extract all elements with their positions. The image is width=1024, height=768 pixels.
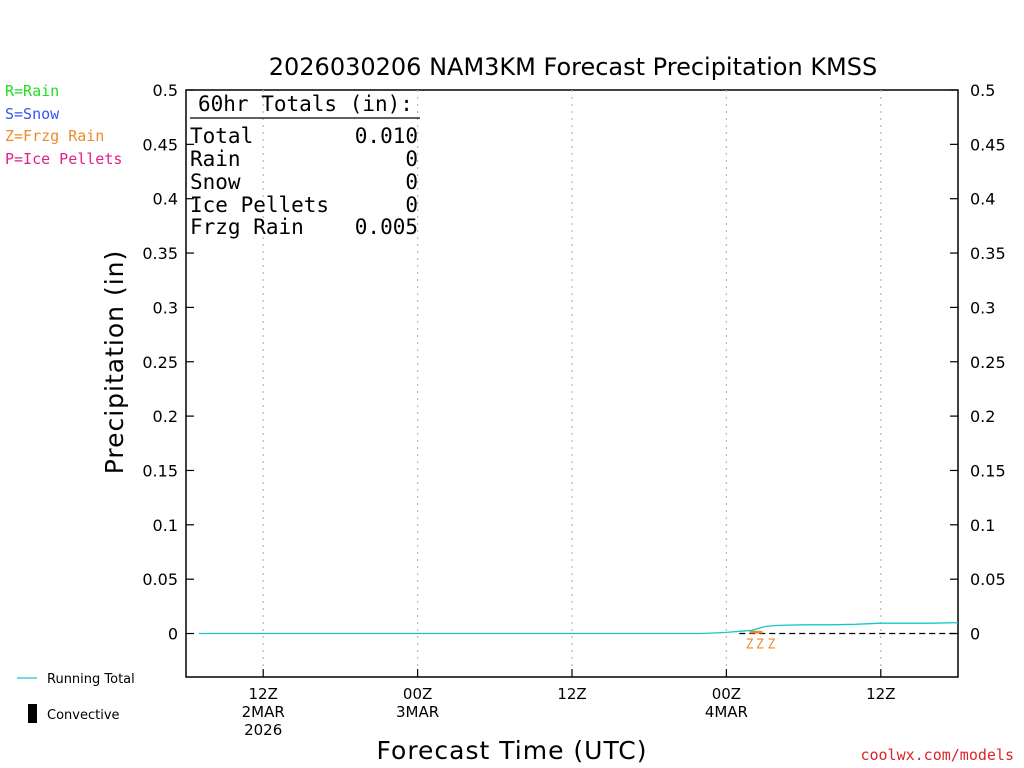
totals-label-ice-pellets: Ice Pellets (190, 193, 329, 217)
x-tick-label: 2026 (244, 721, 282, 739)
x-gridlines (262, 90, 882, 677)
x-tick-label: 12Z (866, 685, 895, 703)
y-tick-label-left: 0.05 (142, 570, 178, 589)
legend-ice-pellets: P=Ice Pellets (5, 150, 122, 168)
y-tick-label-right: 0.5 (970, 81, 995, 100)
x-tick-label: 2MAR (242, 703, 285, 721)
y-tick-label-right: 0.1 (970, 516, 995, 535)
x-tick-label: 12Z (249, 685, 278, 703)
totals-value-frzg-rain: 0.005 (355, 215, 418, 239)
site-credit: coolwx.com/models (860, 746, 1014, 764)
y-tick-label-right: 0.15 (970, 461, 1006, 480)
legend-snow: S=Snow (5, 105, 60, 123)
legend-frzg-rain: Z=Frzg Rain (5, 127, 104, 145)
chart-title: 2026030206 NAM3KM Forecast Precipitation… (269, 53, 877, 81)
precip-type-legend: R=Rain S=Snow Z=Frzg Rain P=Ice Pellets (5, 82, 122, 168)
precip-type-marker: Z (768, 638, 776, 653)
x-tick-label: 00Z (712, 685, 741, 703)
y-tick-label-right: 0.4 (970, 190, 995, 209)
y-tick-label-left: 0.3 (153, 298, 178, 317)
totals-value-rain: 0 (405, 147, 418, 171)
y-tick-label-left: 0.4 (153, 190, 178, 209)
x-tick-label: 00Z (403, 685, 432, 703)
x-axis-title: Forecast Time (UTC) (377, 736, 648, 765)
totals-value-total: 0.010 (355, 124, 418, 148)
precip-type-marker: Z (746, 638, 754, 653)
y-tick-label-right: 0.05 (970, 570, 1006, 589)
y-tick-label-right: 0.25 (970, 353, 1006, 372)
x-tick-label: 12Z (557, 685, 586, 703)
y-tick-label-left: 0.1 (153, 516, 178, 535)
totals-label-frzg-rain: Frzg Rain (190, 215, 304, 239)
y-tick-label-right: 0.35 (970, 244, 1006, 263)
y-tick-label-left: 0 (168, 625, 178, 644)
totals-label-total: Total (190, 124, 253, 148)
precip-bar (749, 630, 763, 634)
totals-box: 60hr Totals (in): Total 0.010 Rain 0 Sno… (190, 92, 420, 239)
precip-type-marker: Z (756, 638, 764, 653)
totals-heading: 60hr Totals (in): (198, 92, 413, 116)
totals-label-rain: Rain (190, 147, 241, 171)
y-axis-right: 0 0.05 0.1 0.15 0.2 0.25 0.3 0.35 0.4 0.45 0.5 (950, 81, 1006, 644)
y-tick-label-left: 0.5 (153, 81, 178, 100)
totals-value-snow: 0 (405, 170, 418, 194)
x-tick-label: 3MAR (396, 703, 439, 721)
y-tick-label-left: 0.35 (142, 244, 178, 263)
y-tick-label-left: 0.45 (142, 135, 178, 154)
totals-label-snow: Snow (190, 170, 241, 194)
running-total-line (198, 621, 959, 635)
convective-legend-swatch (28, 704, 37, 723)
y-tick-label-right: 0 (970, 625, 980, 644)
y-axis-title: Precipitation (in) (100, 250, 129, 475)
legend-rain: R=Rain (5, 82, 59, 100)
y-axis-left: 0 0.05 0.1 0.15 0.2 0.25 0.3 0.35 0.4 0.45 0.5 (142, 81, 194, 644)
y-tick-label-left: 0.25 (142, 353, 178, 372)
y-tick-label-right: 0.45 (970, 135, 1006, 154)
running-total-legend-label: Running Total (47, 672, 135, 687)
x-tick-label: 4MAR (705, 703, 748, 721)
y-tick-label-left: 0.2 (153, 407, 178, 426)
totals-value-ice-pellets: 0 (405, 193, 418, 217)
y-tick-label-left: 0.15 (142, 461, 178, 480)
line-legend: Running Total Convective (17, 672, 135, 723)
convective-legend-label: Convective (47, 708, 120, 723)
y-tick-label-right: 0.2 (970, 407, 995, 426)
y-tick-label-right: 0.3 (970, 298, 995, 317)
